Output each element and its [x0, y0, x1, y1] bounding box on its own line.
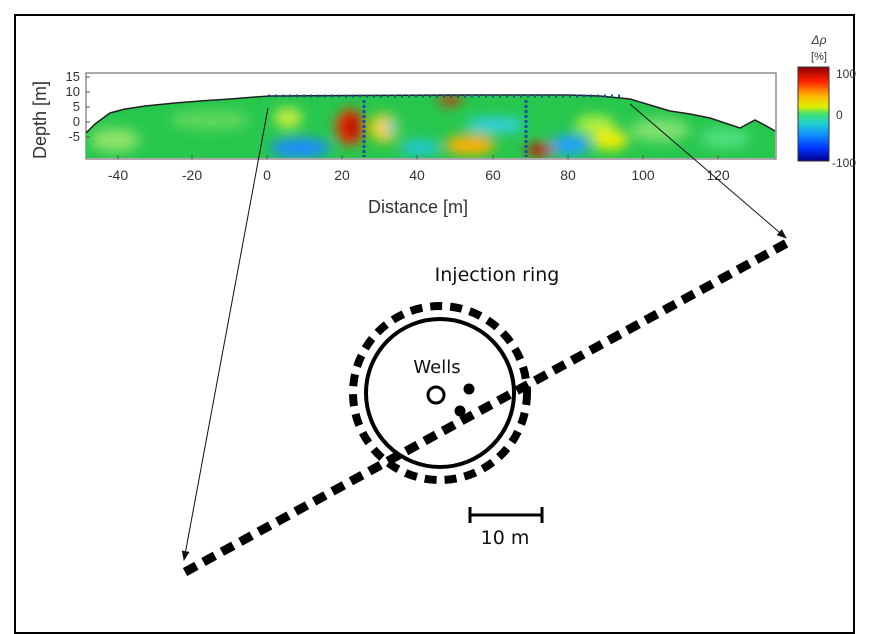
- y-axis-ticks: 15 10 5 0 -5: [66, 69, 90, 144]
- colorbar-title-symbol: Δρ: [811, 33, 827, 47]
- colorbar-gradient: [797, 66, 830, 162]
- wells-label: Wells: [413, 357, 460, 378]
- y-tick-label: 0: [73, 114, 80, 129]
- x-axis-ticks: -40 -20 0 20 40 60 80 100 120: [108, 155, 730, 183]
- x-axis-label: Distance [m]: [368, 197, 468, 217]
- observation-well: [454, 405, 466, 417]
- scale-bar-label: 10 m: [481, 527, 530, 549]
- x-tick-label: 100: [631, 167, 655, 183]
- x-tick-label: -20: [182, 167, 202, 183]
- projection-arrow-right: [629, 103, 787, 239]
- x-tick-label: 0: [263, 167, 271, 183]
- main-well: [426, 385, 446, 405]
- observation-well: [463, 383, 475, 395]
- colorbar-title-unit: [%]: [811, 51, 827, 63]
- y-tick-label: 5: [73, 99, 80, 114]
- x-tick-label: 20: [334, 167, 350, 183]
- x-tick-label: 40: [409, 167, 425, 183]
- plan-view-diagram: Injection ring Wells 10 m: [182, 239, 790, 576]
- colorbar: Δρ [%] 100 0 -100: [797, 33, 856, 170]
- colorbar-label-max: 100: [836, 67, 856, 81]
- y-axis-label: Depth [m]: [30, 81, 50, 159]
- colorbar-label-mid: 0: [836, 108, 843, 122]
- colorbar-label-min: -100: [832, 156, 856, 170]
- y-tick-label: 15: [66, 69, 80, 84]
- scale-bar: 10 m: [468, 507, 544, 549]
- resistivity-section: 15 10 5 0 -5 Depth [m] -40 -20 0 20 40 6…: [30, 69, 777, 217]
- y-tick-label: -5: [68, 129, 80, 144]
- inner-ring: [364, 317, 516, 469]
- section-anomalies: [86, 95, 775, 158]
- x-tick-label: 80: [560, 167, 576, 183]
- injection-ring: [349, 302, 531, 484]
- x-tick-label: 120: [706, 167, 730, 183]
- injection-ring-label: Injection ring: [435, 264, 560, 286]
- x-tick-label: -40: [108, 167, 128, 183]
- x-tick-label: 60: [485, 167, 501, 183]
- y-tick-label: 10: [66, 84, 80, 99]
- projection-arrow-left: [181, 107, 269, 561]
- profile-line: [182, 239, 790, 576]
